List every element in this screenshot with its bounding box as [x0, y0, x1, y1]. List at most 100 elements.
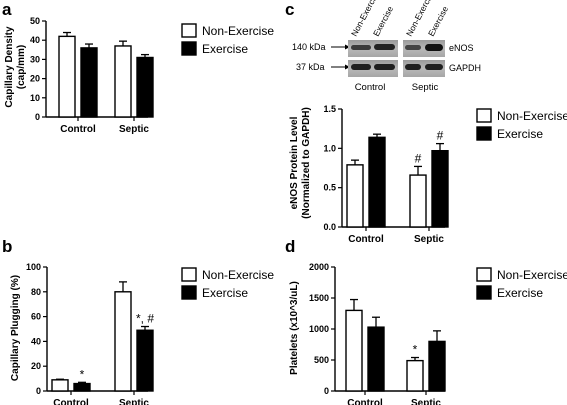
panel-b-bar [51, 379, 69, 392]
panel-d-ytick-label: 2000 [309, 262, 329, 272]
panel-b-category-label: Septic [119, 398, 149, 405]
panel-c-bar [368, 136, 386, 228]
panel-b-legend-swatch [181, 267, 197, 282]
band-control-ex-enos [374, 44, 395, 50]
panel-c-bar [431, 149, 449, 228]
panel-b-ytick-label: 20 [31, 361, 41, 371]
panel-c-ytick-label: 1.0 [323, 143, 336, 153]
panel-a-category-label: Septic [119, 124, 149, 135]
panel-b-ylabel-line1: Capillary Plugging (%) [10, 275, 21, 381]
panel-b-ylabel: Capillary Plugging (%) [10, 275, 21, 381]
panel-c-significance-marker: # [437, 129, 444, 143]
band-septic-nonex-gapdh [405, 64, 421, 70]
panel-c-category-label: Septic [414, 234, 444, 245]
panel-c-legend-swatch [476, 108, 492, 123]
panel-d-ylabel: Platelets (x10^3/uL) [289, 281, 300, 375]
panel-c-ylabel-line1: eNOS Protein Level [289, 116, 300, 209]
panel-a-chart: 0 10 20 30 40 50 Control Septic Non-Exercise Exer… [30, 16, 274, 135]
band-septic-ex-enos [425, 44, 443, 51]
panel-c-bar [409, 174, 427, 228]
panel-d-ytick-label: 1000 [309, 324, 329, 334]
panel-b-letter: b [2, 237, 12, 256]
panel-c-significance-marker: # [415, 151, 422, 165]
marker-140kda-label: 140 kDa [292, 42, 326, 52]
band-control-nonex-gapdh [351, 64, 371, 70]
panel-b-legend-label: Non-Exercise [202, 268, 274, 282]
panel-d-legend-swatch [476, 285, 492, 300]
panel-a-ylabel-line2: (cap/mm) [16, 45, 27, 89]
panel-a-ytick-label: 40 [30, 35, 40, 45]
panel-d-chart: 0 500 1000 1500 2000 Control Septic * Non-Exerci… [309, 262, 567, 405]
panel-b-ytick-label: 60 [31, 312, 41, 322]
panel-c-legend-label: Exercise [497, 127, 543, 141]
panel-a-bar [114, 45, 132, 118]
panel-b-significance-marker: * [80, 367, 85, 381]
panel-b-bar [136, 329, 154, 392]
panel-d-legend-label: Non-Exercise [497, 268, 567, 282]
band-label-gapdh: GAPDH [449, 63, 481, 73]
panel-b-legend-label: Exercise [202, 286, 248, 300]
panel-a-ytick-label: 20 [30, 74, 40, 84]
marker-140kda-arrowhead [345, 44, 350, 50]
panel-a-ylabel: Capillary Density (cap/mm) [4, 26, 27, 108]
panel-c-bar [346, 164, 364, 228]
panel-d-bar [428, 340, 446, 392]
panel-c-ylabel-line2: (Normalized to GAPDH) [301, 107, 312, 219]
panel-a-ytick-label: 10 [30, 93, 40, 103]
panel-d-legend-label: Exercise [497, 286, 543, 300]
panel-a-letter: a [2, 0, 12, 19]
panel-d-category-label: Control [347, 398, 383, 405]
panel-c-ytick-label: 0.5 [323, 183, 336, 193]
panel-b-chart: 0 20 40 60 80 100 Control Septic * *, # Non-Exerci… [26, 262, 274, 405]
panel-b-bar [114, 291, 132, 392]
panel-a-ytick-label: 50 [30, 16, 40, 26]
panel-a-legend-swatch [181, 23, 197, 38]
panel-b-ytick-label: 40 [31, 336, 41, 346]
panel-d-bar [367, 326, 385, 392]
panel-c-legend-swatch [476, 126, 492, 141]
panel-b-ytick-label: 100 [26, 262, 41, 272]
panel-a-category-label: Control [60, 124, 96, 135]
panel-c-ytick-label: 0.0 [323, 222, 336, 232]
panel-d-letter: d [285, 237, 295, 256]
panel-c-chart: 0.0 0.5 1.0 1.5 Control Septic # # Non-Exercise E… [323, 104, 567, 245]
panel-d-ytick-label: 500 [314, 355, 329, 365]
panel-b-category-label: Control [53, 398, 89, 405]
panel-c-letter: c [285, 0, 294, 19]
blot-lane-label: Exercise [426, 4, 450, 38]
panel-b-bar [73, 382, 91, 392]
panel-a-ylabel-line1: Capillary Density [4, 26, 15, 108]
blot-group-septic: Septic [412, 82, 439, 93]
band-septic-nonex-enos [405, 45, 421, 50]
panel-b-significance-marker: *, # [136, 312, 154, 326]
panel-a-legend-swatch [181, 41, 197, 56]
panel-b-ytick-label: 80 [31, 287, 41, 297]
band-control-ex-gapdh [374, 64, 395, 70]
panel-d-significance-marker: * [413, 343, 418, 357]
panel-a-ytick-label: 0 [35, 112, 40, 122]
blot-lane-label: Exercise [371, 4, 395, 38]
panel-a-legend-label: Exercise [202, 42, 248, 56]
panel-b-ytick-label: 0 [36, 386, 41, 396]
western-blot: Non-Exercise Exercise Non-Exercise Exerc… [292, 0, 481, 93]
marker-37kda-arrowhead [345, 64, 350, 70]
panel-a-bar [136, 56, 154, 118]
panel-d-ytick-label: 0 [324, 386, 329, 396]
panel-a-ytick-label: 30 [30, 54, 40, 64]
panel-d-ylabel-line1: Platelets (x10^3/uL) [289, 281, 300, 375]
panel-b-legend-swatch [181, 285, 197, 300]
panel-c-category-label: Control [348, 234, 384, 245]
panel-a-bar [58, 35, 76, 118]
panel-d-ytick-label: 1500 [309, 293, 329, 303]
panel-a-legend-label: Non-Exercise [202, 24, 274, 38]
marker-37kda-label: 37 kDa [296, 62, 325, 72]
panel-d-bar [406, 359, 424, 392]
panel-c-ytick-label: 1.5 [323, 104, 336, 114]
band-control-nonex-enos [351, 45, 371, 50]
band-septic-ex-gapdh [425, 64, 443, 70]
panel-c-ylabel: eNOS Protein Level (Normalized to GAPDH) [289, 107, 312, 219]
panel-a-bar [80, 47, 98, 118]
panel-d-bar [345, 309, 363, 392]
panel-d-category-label: Septic [411, 398, 441, 405]
